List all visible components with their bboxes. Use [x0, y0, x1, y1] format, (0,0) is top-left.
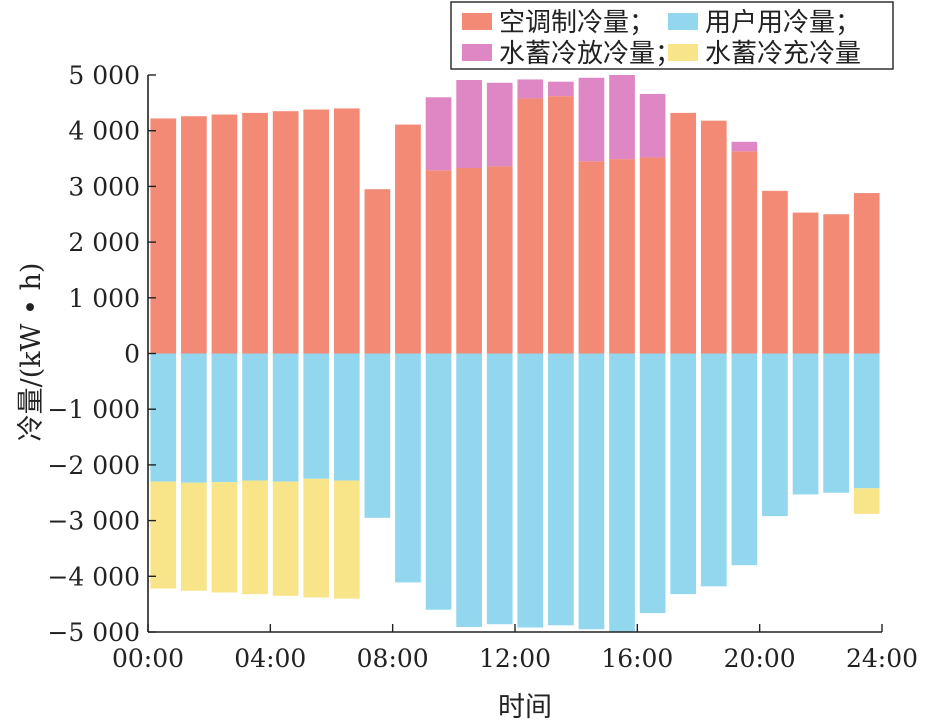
tick-labels-layer: 5 000 4 000 3 000 2 000 1 000 0 −1 000 −2 000 −3…: [47, 61, 918, 673]
y-tick-label: 1 000: [68, 284, 140, 313]
bar-series3-h12: [486, 353, 513, 625]
x-tick-label: 08:00: [357, 644, 429, 673]
legend-label-用户用冷量: 用户用冷量；: [705, 8, 861, 38]
legend-label-空调制冷量: 空调制冷量；: [499, 8, 655, 38]
bar-series1-h14: [548, 96, 574, 354]
legend: 空调制冷量； 用户用冷量； 水蓄冷放冷量； 水蓄冷充冷量: [450, 1, 894, 70]
bar-series3-h16: [609, 353, 635, 632]
bar-series2-h14: [548, 81, 574, 97]
bar-series4-h24: [853, 488, 880, 514]
x-tick-label: 24:00: [846, 644, 918, 673]
bar-series1-h15: [578, 161, 605, 354]
bar-series1-h19: [700, 120, 727, 354]
bar-series1-h6: [303, 109, 330, 354]
bars-layer: [150, 75, 880, 632]
legend-label-水蓄冷充冷量: 水蓄冷充冷量: [705, 39, 861, 69]
bar-series1-h17: [639, 157, 666, 354]
bar-series1-h23: [823, 214, 849, 354]
bar-series3-h18: [670, 353, 697, 595]
legend-label-水蓄冷放冷量: 水蓄冷放冷量；: [499, 39, 681, 69]
bar-series3-h21: [762, 353, 788, 517]
y-tick-label: 5 000: [68, 61, 140, 90]
bar-series3-h22: [792, 353, 819, 495]
legend-swatch-水蓄冷放冷量: [462, 44, 492, 61]
bar-series3-h9: [395, 353, 421, 583]
bar-series4-h3: [211, 482, 238, 593]
legend-swatch-用户用冷量: [668, 13, 698, 30]
bar-series1-h18: [670, 112, 697, 354]
x-tick-label: 20:00: [724, 644, 796, 673]
bar-series3-h20: [731, 353, 758, 566]
bar-series4-h2: [181, 482, 207, 591]
bar-series2-h16: [609, 75, 635, 160]
bar-series3-h7: [333, 353, 360, 481]
bar-series4-h4: [242, 480, 268, 595]
x-tick-label: 16:00: [601, 644, 673, 673]
bar-series3-h13: [517, 353, 544, 628]
x-tick-label: 04:00: [234, 644, 306, 673]
bar-series2-h20: [731, 141, 758, 152]
y-tick-label: −1 000: [47, 395, 140, 424]
bar-series1-h16: [609, 159, 635, 354]
bar-series4-h7: [333, 480, 360, 599]
y-tick-label: 0: [124, 340, 140, 369]
bar-series1-h20: [731, 151, 758, 354]
y-tick-label: −2 000: [47, 451, 140, 480]
bar-series3-h24: [853, 353, 880, 489]
bar-series3-h6: [303, 353, 330, 479]
bar-series2-h12: [486, 82, 513, 167]
y-tick-label: 4 000: [68, 117, 140, 146]
bar-series2-h11: [456, 80, 482, 169]
bar-series2-h13: [517, 79, 544, 99]
bar-series3-h23: [823, 353, 849, 493]
bar-series1-h4: [242, 112, 268, 354]
y-axis-title: 冷量/(kW • h): [16, 263, 47, 442]
bar-series1-h3: [211, 114, 238, 354]
x-tick-label: 12:00: [479, 644, 551, 673]
bar-series3-h11: [456, 353, 482, 627]
bar-series1-h12: [486, 166, 513, 354]
bar-series3-h2: [181, 353, 207, 483]
legend-swatch-水蓄冷充冷量: [668, 44, 698, 61]
bar-series2-h15: [578, 77, 605, 162]
bar-series4-h1: [150, 481, 177, 589]
bar-series1-h7: [333, 108, 360, 354]
bar-series1-h22: [792, 212, 819, 354]
x-tick-label: 00:00: [112, 644, 184, 673]
bar-series2-h10: [425, 97, 452, 171]
axes-layer: [147, 74, 883, 633]
x-axis-title: 时间: [498, 692, 552, 723]
bar-series1-h8: [364, 189, 391, 354]
bar-series3-h10: [425, 353, 452, 610]
bar-series1-h11: [456, 168, 482, 354]
bar-series3-h1: [150, 353, 177, 482]
legend-swatch-空调制冷量: [462, 13, 492, 30]
bar-series1-h1: [150, 118, 177, 354]
y-tick-label: 2 000: [68, 228, 140, 257]
y-tick-label: −3 000: [47, 507, 140, 536]
bar-series3-h17: [639, 353, 666, 614]
y-tick-label: −5 000: [47, 618, 140, 647]
bar-series3-h19: [700, 353, 727, 587]
bar-series3-h5: [272, 353, 299, 482]
bar-series3-h14: [548, 353, 574, 626]
bar-series3-h8: [364, 353, 391, 518]
y-tick-label: 3 000: [68, 172, 140, 201]
bar-series3-h3: [211, 353, 238, 483]
bar-series1-h5: [272, 111, 299, 354]
bar-series1-h2: [181, 116, 207, 354]
bar-series2-h17: [639, 93, 666, 158]
bar-series1-h13: [517, 98, 544, 354]
bar-series4-h5: [272, 481, 299, 596]
bar-series3-h15: [578, 353, 605, 630]
bar-series3-h4: [242, 353, 268, 481]
bar-series1-h9: [395, 124, 421, 354]
bar-series1-h10: [425, 170, 452, 354]
bar-series1-h24: [853, 193, 880, 354]
bar-series1-h21: [762, 190, 788, 354]
y-tick-label: −4 000: [47, 562, 140, 591]
bar-series4-h6: [303, 478, 330, 598]
